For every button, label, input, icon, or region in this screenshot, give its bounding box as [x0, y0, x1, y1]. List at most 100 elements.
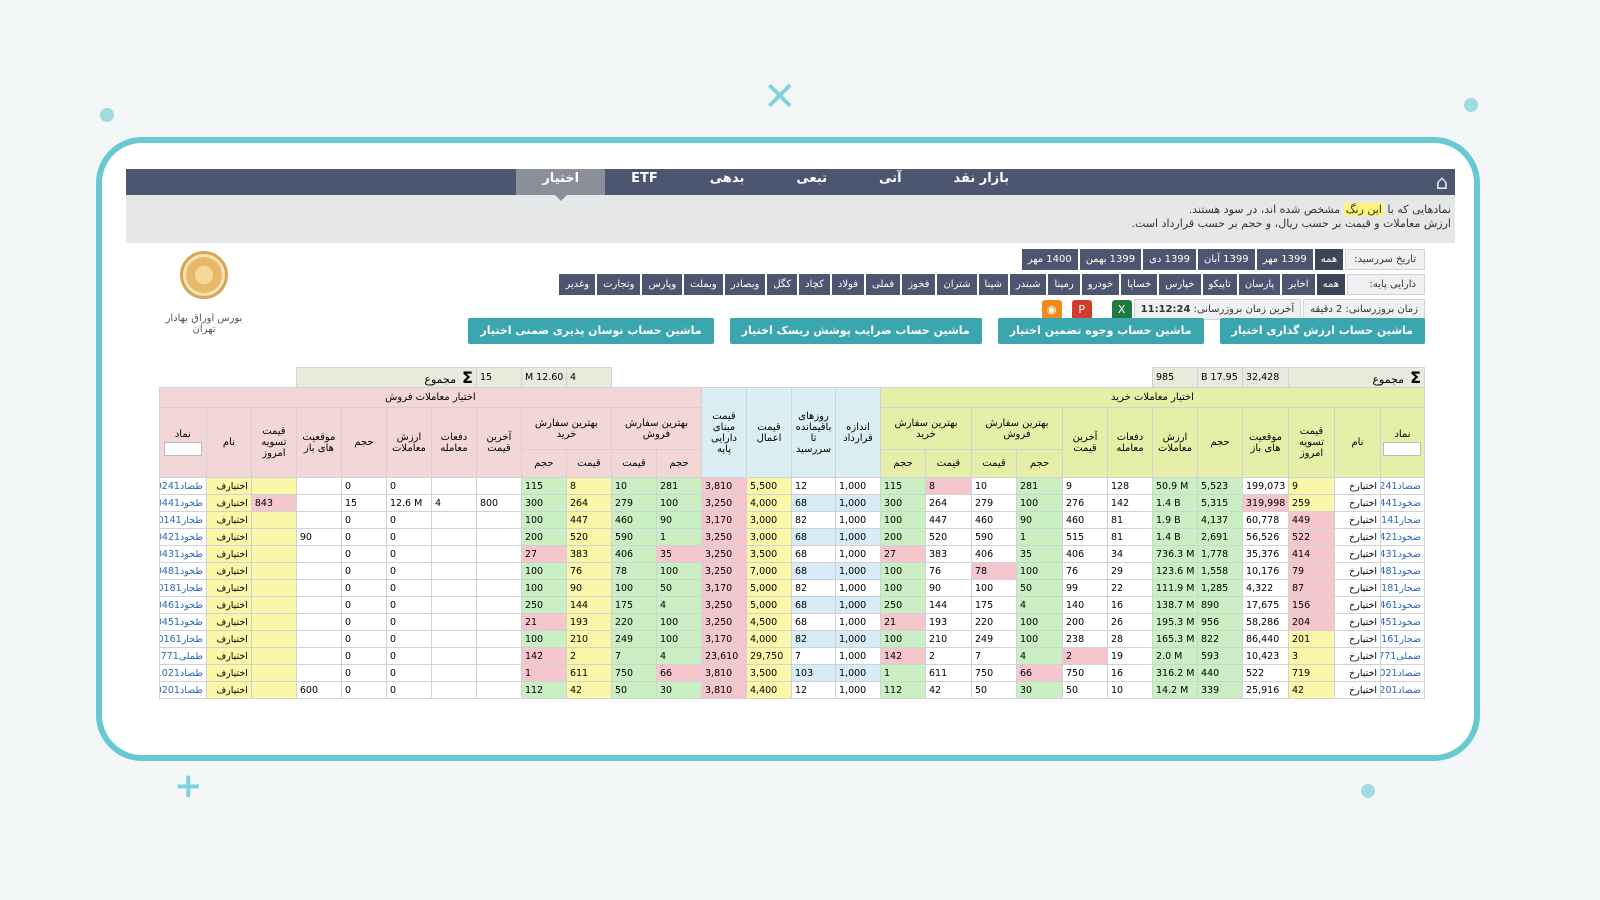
- days-left-cell: 12: [791, 477, 836, 495]
- excel-icon[interactable]: X: [1111, 299, 1132, 320]
- calculator-button[interactable]: ماشین حساب ارزش گذاری اختیار: [1219, 318, 1425, 344]
- tab-item[interactable]: تبعی: [796, 171, 828, 186]
- table-row: ضصاد201 اختیارخ 42 25,916 339 14.2 M 10 50 30 50 4…: [158, 681, 1425, 699]
- sell-name-cell: اختیارف: [205, 647, 252, 665]
- base-asset-chip[interactable]: کچاد: [799, 274, 830, 295]
- base-asset-chip[interactable]: خودرو: [1081, 274, 1120, 295]
- pdf-icon[interactable]: P: [1071, 299, 1092, 320]
- tab-item[interactable]: اختیار: [516, 169, 606, 201]
- days-left-cell: 82: [791, 511, 836, 529]
- buy-symbol-cell[interactable]: ضخود481: [1380, 562, 1425, 580]
- sell-symbol-cell[interactable]: طجار10161: [158, 630, 207, 648]
- buy-symbol-cell[interactable]: ضخود421: [1380, 528, 1425, 546]
- sell-volume-cell: 15: [340, 494, 387, 512]
- due-date-chip[interactable]: 1399 مهر: [1256, 249, 1313, 270]
- buy-best-buy-qty: 1: [880, 664, 926, 682]
- base-asset-chip[interactable]: وبصادر: [724, 274, 766, 295]
- buy-symbol-cell[interactable]: ضجار141: [1380, 511, 1425, 529]
- buy-open-cell: 199,073: [1242, 477, 1289, 495]
- base-asset-chip[interactable]: فخوز: [902, 274, 936, 295]
- base-asset-chip[interactable]: وتجارت: [597, 274, 641, 295]
- base-asset-chip[interactable]: شپنا: [978, 274, 1008, 295]
- due-date-chip[interactable]: همه: [1314, 249, 1344, 270]
- buy-symbol-cell[interactable]: ضصاد021: [1380, 664, 1425, 682]
- base-asset-chip[interactable]: فملی: [866, 274, 901, 295]
- sell-symbol-cell[interactable]: طخود10441: [158, 494, 207, 512]
- buy-settle-cell: 414: [1288, 545, 1335, 563]
- calculator-button[interactable]: ماشین حساب ضرایب پوشش ریسک اختیار: [729, 318, 982, 344]
- sell-symbol-cell[interactable]: طصاد80201: [158, 681, 207, 699]
- base-asset-chip[interactable]: خساپا: [1121, 274, 1158, 295]
- due-date-chip[interactable]: 1399 دی: [1143, 249, 1197, 270]
- home-icon[interactable]: ⌂: [1435, 170, 1449, 194]
- sell-symbol-cell[interactable]: طجار10141: [158, 511, 207, 529]
- update-interval[interactable]: زمان بروزرسانی: 2 دقیقه: [1303, 299, 1425, 320]
- due-date-chip[interactable]: 1399 بهمن: [1079, 249, 1142, 270]
- base-asset-chip[interactable]: خپارس: [1159, 274, 1201, 295]
- base-asset-chip[interactable]: اخابر: [1282, 274, 1315, 295]
- buy-symbol-cell[interactable]: ضخود461: [1380, 596, 1425, 614]
- sell-symbol-cell[interactable]: طخود10421: [158, 528, 207, 546]
- buy-volume-cell: 440: [1197, 664, 1243, 682]
- sell-symbol-cell[interactable]: طملی80771: [158, 647, 207, 665]
- buy-best-sell-qty: 1: [1016, 528, 1063, 546]
- buy-best-sell-qty: 30: [1016, 681, 1063, 699]
- buy-count-cell: 128: [1107, 477, 1153, 495]
- tab-item[interactable]: ETF: [631, 171, 658, 186]
- sell-last-cell: [475, 647, 522, 665]
- buy-best-sell-qty: 281: [1016, 477, 1063, 495]
- base-asset-chip[interactable]: فولاد: [831, 274, 864, 295]
- due-date-chip[interactable]: 1399 آبان: [1198, 249, 1255, 270]
- sell-symbol-cell[interactable]: طخود10481: [158, 562, 207, 580]
- dot-decoration: [1361, 784, 1375, 798]
- sell-symbol-cell[interactable]: طخود10431: [158, 545, 207, 563]
- buy-symbol-cell[interactable]: ضخود431: [1380, 545, 1425, 563]
- sell-symbol-cell[interactable]: طصاد11021: [158, 664, 207, 682]
- base-asset-chip[interactable]: رمپنا: [1048, 274, 1080, 295]
- sell-best-sell-qty: 35: [656, 545, 702, 563]
- sell-symbol-header: نماد: [158, 407, 207, 478]
- buy-symbol-cell[interactable]: ضصاد241: [1380, 477, 1425, 495]
- base-asset-chip[interactable]: وبملت: [684, 274, 723, 295]
- symbol-filter-input[interactable]: [1383, 442, 1421, 456]
- sell-best-buy-price: 447: [565, 511, 612, 529]
- sell-symbol-cell[interactable]: طجار10181: [158, 579, 207, 597]
- sell-settle-cell: [250, 511, 297, 529]
- notice-text: نمادهایی که با: [1387, 203, 1451, 216]
- buy-value-cell: 1.9 B: [1152, 511, 1198, 529]
- base-asset-chip[interactable]: تاپیکو: [1202, 274, 1237, 295]
- sell-value-cell: 0: [385, 596, 432, 614]
- sell-symbol-cell[interactable]: طخود10461: [158, 596, 207, 614]
- tab-item[interactable]: بدهی: [709, 171, 745, 186]
- symbol-filter-input[interactable]: [163, 442, 202, 456]
- sell-symbol-cell[interactable]: طخود10451: [158, 613, 207, 631]
- tab-item[interactable]: آتی: [879, 171, 902, 186]
- sell-best-buy-qty: 200: [520, 528, 567, 546]
- buy-symbol-cell[interactable]: ضصاد201: [1380, 681, 1425, 699]
- buy-best-buy-qty: 27: [880, 545, 926, 563]
- sell-best-buy-price: 2: [565, 647, 612, 665]
- base-asset-chip[interactable]: همه: [1316, 274, 1345, 295]
- strike-cell: 3,500: [746, 664, 792, 682]
- sell-symbol-cell[interactable]: طصاد80241: [158, 477, 207, 495]
- sell-summary-label: Σمجموع: [295, 367, 477, 388]
- buy-symbol-cell[interactable]: ضملی771: [1380, 647, 1425, 665]
- base-asset-chip[interactable]: وپارس: [642, 274, 683, 295]
- buy-symbol-cell[interactable]: ضخود441: [1380, 494, 1425, 512]
- buy-symbol-cell[interactable]: ضجار161: [1380, 630, 1425, 648]
- base-asset-chip[interactable]: کگل: [767, 274, 798, 295]
- buy-value-cell: 14.2 M: [1152, 681, 1198, 699]
- calculator-button[interactable]: ماشین حساب نوسان پذیری ضمنی اختیار: [468, 318, 714, 344]
- base-asset-chip[interactable]: پارسان: [1238, 274, 1281, 295]
- calculator-button[interactable]: ماشین حساب وجوه تضمین اختیار: [997, 318, 1204, 344]
- buy-symbol-cell[interactable]: ضجار181: [1380, 579, 1425, 597]
- buy-best-buy-price: 90: [925, 579, 972, 597]
- buy-count-cell: 34: [1107, 545, 1153, 563]
- base-asset-chip[interactable]: وغدیر: [559, 274, 596, 295]
- tab-item[interactable]: بازار نقد: [953, 171, 1009, 186]
- base-asset-chip[interactable]: شبندر: [1009, 274, 1047, 295]
- due-date-chip[interactable]: 1400 مهر: [1021, 249, 1078, 270]
- base-asset-chip[interactable]: شتران: [937, 274, 977, 295]
- rss-icon[interactable]: ◉: [1041, 299, 1062, 320]
- buy-symbol-cell[interactable]: ضخود451: [1380, 613, 1425, 631]
